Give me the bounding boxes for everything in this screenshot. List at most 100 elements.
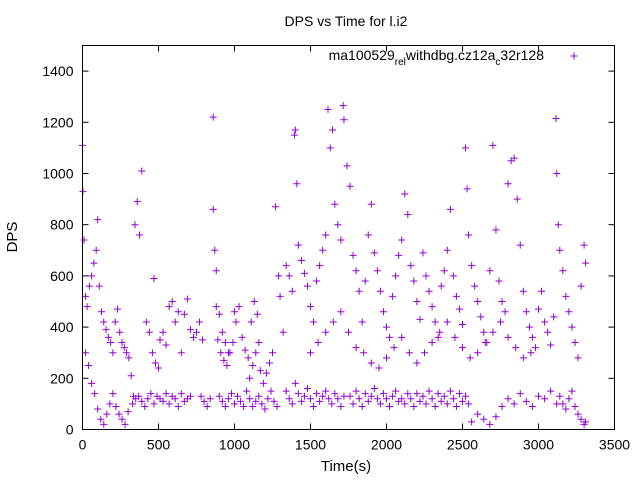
data-point (197, 392, 205, 400)
data-point (334, 395, 342, 403)
data-point (255, 392, 263, 400)
data-point (405, 349, 413, 357)
data-point (322, 328, 330, 336)
data-point (535, 392, 542, 400)
data-point (223, 362, 231, 369)
data-point (231, 400, 238, 408)
data-point (329, 126, 337, 134)
data-point (428, 338, 436, 346)
data-point (270, 397, 278, 405)
x-tick-label: 3500 (599, 437, 630, 453)
data-point (291, 379, 299, 387)
data-point (220, 356, 228, 364)
data-point (373, 395, 381, 403)
data-point (109, 390, 117, 398)
axis-ticks (82, 45, 615, 430)
data-point (547, 387, 555, 395)
data-point (229, 338, 237, 346)
data-point (559, 267, 567, 275)
data-point (196, 318, 204, 326)
data-point (244, 354, 252, 362)
data-point (269, 349, 276, 357)
data-point (446, 205, 454, 213)
data-point (138, 167, 146, 175)
data-point (346, 182, 354, 190)
data-point (316, 262, 324, 270)
data-point (155, 364, 162, 372)
data-point (322, 231, 330, 239)
data-point (328, 400, 336, 408)
data-point (358, 402, 366, 410)
data-point (265, 359, 273, 367)
data-point (481, 338, 489, 346)
data-point (316, 397, 324, 405)
data-point (115, 410, 123, 418)
data-point (106, 400, 114, 408)
data-point (253, 310, 261, 318)
data-point (522, 397, 530, 405)
data-point (492, 413, 500, 421)
data-point (480, 415, 488, 423)
data-point (425, 287, 433, 295)
data-point (498, 402, 506, 410)
y-tick-label: 1000 (42, 166, 73, 182)
data-point (571, 338, 579, 346)
data-point (571, 402, 579, 410)
data-point (337, 402, 345, 410)
data-point (531, 344, 539, 352)
data-point (193, 328, 200, 336)
data-point (243, 387, 251, 395)
data-point (215, 392, 223, 400)
data-point (553, 400, 561, 408)
data-point (174, 402, 182, 410)
data-point (340, 116, 348, 124)
data-point (162, 390, 170, 398)
data-point (407, 395, 415, 403)
data-point (241, 346, 249, 354)
data-point (136, 231, 143, 239)
data-point (340, 392, 348, 400)
data-point (264, 395, 272, 403)
data-point (85, 282, 93, 290)
data-point (565, 395, 573, 403)
y-tick-label: 1400 (42, 63, 73, 79)
y-tick-label: 400 (50, 319, 74, 335)
data-point (252, 349, 260, 357)
x-axis-label: Time(s) (321, 458, 371, 475)
data-point (310, 402, 318, 410)
data-point (212, 267, 220, 275)
data-point (376, 287, 384, 295)
data-point (480, 328, 488, 336)
data-point (125, 354, 133, 362)
data-point (568, 323, 576, 331)
data-point (410, 277, 418, 285)
data-point (156, 336, 164, 344)
data-point (285, 395, 293, 403)
data-point (135, 392, 143, 400)
data-point (246, 374, 254, 382)
y-tick-label: 0 (66, 422, 74, 438)
data-point (147, 390, 155, 398)
data-point (279, 328, 287, 336)
data-point (431, 402, 439, 410)
data-point (516, 390, 524, 398)
data-point (419, 249, 427, 257)
data-point (148, 349, 156, 357)
data-point (221, 338, 229, 346)
data-point (370, 385, 378, 393)
x-tick-label: 1500 (295, 437, 326, 453)
data-point (395, 251, 403, 259)
data-point (238, 333, 246, 341)
data-point (203, 402, 211, 410)
data-point (129, 400, 137, 408)
data-point (186, 392, 194, 400)
data-point (319, 392, 327, 400)
data-point (436, 328, 444, 336)
data-point (528, 333, 536, 341)
data-point (404, 390, 412, 398)
data-point (234, 392, 242, 400)
data-point (512, 344, 520, 352)
data-point (489, 141, 497, 149)
data-point (294, 241, 302, 249)
data-point (224, 349, 232, 357)
